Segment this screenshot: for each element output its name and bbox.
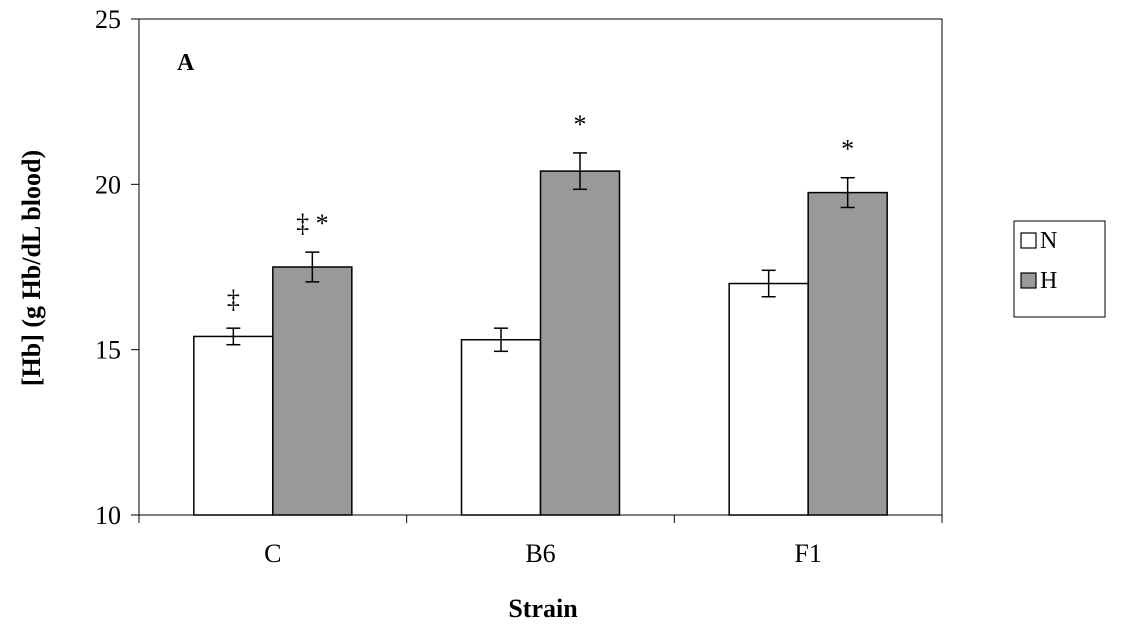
y-tick-label: 25 (95, 5, 121, 34)
x-tick-label: C (264, 539, 281, 568)
legend-label-H: H (1040, 268, 1057, 294)
significance-marker: * (841, 135, 854, 164)
bar-H-F1 (807, 191, 888, 516)
legend-swatch-N (1020, 232, 1037, 249)
legend-label-N: N (1040, 228, 1057, 254)
x-axis-label: Strain (508, 594, 578, 623)
legend: NH (1013, 220, 1106, 318)
bar-N-F1 (728, 282, 809, 516)
bar-N-C (193, 335, 274, 516)
y-tick-label: 10 (95, 501, 121, 530)
bar-H-C (272, 266, 353, 516)
y-tick-label: 20 (95, 170, 121, 199)
bar-H-B6 (539, 170, 621, 516)
significance-marker: ‡ * (296, 209, 329, 238)
x-tick-label: F1 (794, 539, 821, 568)
panel-label: A (177, 50, 195, 76)
legend-swatch-H (1020, 272, 1037, 289)
x-tick-label: B6 (525, 539, 555, 568)
y-axis-label: [Hb] (g Hb/dL blood) (17, 150, 46, 386)
y-tick-label: 15 (95, 336, 121, 365)
bar-N-B6 (460, 338, 542, 516)
significance-marker: * (574, 110, 587, 139)
plot-area: 10 15 20 25 C B6 F1 ‡ ‡ * * * (95, 5, 943, 568)
significance-marker: ‡ (227, 285, 240, 314)
